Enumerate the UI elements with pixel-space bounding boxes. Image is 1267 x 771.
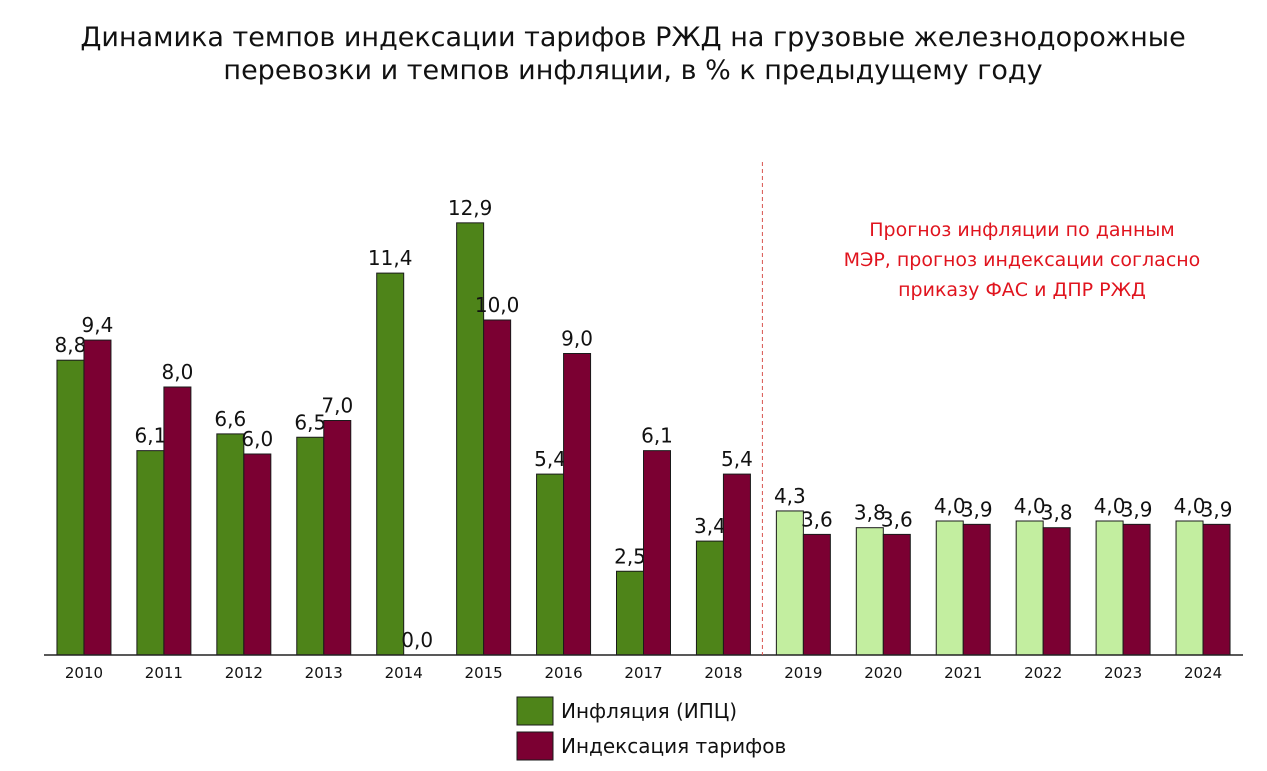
bar-tariff-2020 bbox=[882, 533, 911, 656]
bar-tariff-2011 bbox=[163, 386, 192, 656]
data-label-tariff-2015: 10,0 bbox=[475, 293, 520, 317]
bar-inflation-2010 bbox=[56, 359, 85, 656]
bar-tariff-2022 bbox=[1042, 527, 1071, 656]
chart-title-line: перевозки и темпов инфляции, в % к преды… bbox=[223, 55, 1042, 86]
bar-inflation-2022 bbox=[1015, 520, 1044, 656]
data-label-inflation-2010: 8,8 bbox=[55, 333, 87, 357]
bar-tariff-2012 bbox=[243, 453, 272, 656]
data-label-tariff-2012: 6,0 bbox=[241, 427, 273, 451]
bar-tariff-2024 bbox=[1202, 523, 1231, 656]
data-label-tariff-2020: 3,6 bbox=[881, 507, 913, 531]
bar-tariff-2010 bbox=[83, 339, 112, 656]
data-label-inflation-2016: 5,4 bbox=[534, 447, 566, 471]
data-label-inflation-2015: 12,9 bbox=[448, 196, 493, 220]
chart-title-line: Динамика темпов индексации тарифов РЖД н… bbox=[80, 22, 1185, 53]
data-label-tariff-2016: 9,0 bbox=[561, 327, 593, 351]
data-label-tariff-2019: 3,6 bbox=[801, 507, 833, 531]
bar-inflation-2011 bbox=[136, 450, 165, 656]
data-label-inflation-2019: 4,3 bbox=[774, 484, 806, 508]
bar-tariff-2017 bbox=[643, 450, 671, 656]
bar-tariff-2013 bbox=[323, 420, 352, 656]
bar-inflation-2021 bbox=[935, 520, 964, 656]
x-tick-label-2015: 2015 bbox=[465, 664, 503, 682]
bar-tariff-2016 bbox=[563, 353, 592, 656]
legend-swatch-inflation bbox=[516, 696, 554, 726]
data-label-inflation-2017: 2,5 bbox=[614, 544, 646, 568]
bar-inflation-2012 bbox=[216, 433, 245, 656]
data-label-inflation-2018: 3,4 bbox=[694, 514, 726, 538]
bar-tariff-2021 bbox=[962, 523, 991, 656]
data-label-tariff-2010: 9,4 bbox=[82, 313, 114, 337]
data-label-inflation-2020: 3,8 bbox=[854, 501, 886, 525]
data-label-inflation-2012: 6,6 bbox=[214, 407, 246, 431]
x-tick-label-2013: 2013 bbox=[305, 664, 343, 682]
data-label-inflation-2024: 4,0 bbox=[1174, 494, 1206, 518]
data-label-inflation-2021: 4,0 bbox=[934, 494, 966, 518]
bar-inflation-2014 bbox=[376, 272, 405, 656]
data-label-tariff-2021: 3,9 bbox=[961, 497, 993, 521]
x-tick-label-2016: 2016 bbox=[544, 664, 582, 682]
legend-label-tariff: Индексация тарифов bbox=[561, 734, 786, 758]
x-tick-label-2011: 2011 bbox=[145, 664, 183, 682]
x-tick-label-2023: 2023 bbox=[1104, 664, 1142, 682]
bar-inflation-2017 bbox=[616, 570, 644, 656]
data-label-tariff-2013: 7,0 bbox=[321, 394, 353, 418]
data-label-tariff-2022: 3,8 bbox=[1041, 501, 1073, 525]
bar-tariff-2015 bbox=[483, 319, 512, 656]
bar-tariff-2023 bbox=[1122, 523, 1151, 656]
x-tick-label-2022: 2022 bbox=[1024, 664, 1062, 682]
legend-label-inflation: Инфляция (ИПЦ) bbox=[561, 699, 737, 723]
bar-inflation-2015 bbox=[456, 222, 485, 656]
data-label-tariff-2018: 5,4 bbox=[721, 447, 753, 471]
data-label-tariff-2017: 6,1 bbox=[641, 424, 673, 448]
x-tick-label-2012: 2012 bbox=[225, 664, 263, 682]
bar-inflation-2020 bbox=[855, 527, 884, 656]
x-tick-label-2010: 2010 bbox=[65, 664, 103, 682]
data-label-tariff-2024: 3,9 bbox=[1201, 497, 1233, 521]
data-label-tariff-2023: 3,9 bbox=[1121, 497, 1153, 521]
data-label-inflation-2023: 4,0 bbox=[1094, 494, 1126, 518]
data-label-inflation-2014: 11,4 bbox=[368, 246, 413, 270]
bar-tariff-2019 bbox=[802, 533, 831, 656]
x-tick-label-2024: 2024 bbox=[1184, 664, 1222, 682]
x-tick-label-2018: 2018 bbox=[704, 664, 742, 682]
bar-inflation-2018 bbox=[695, 540, 724, 656]
bar-inflation-2019 bbox=[775, 510, 804, 656]
x-tick-label-2017: 2017 bbox=[624, 664, 662, 682]
forecast-annotation-line: приказу ФАС и ДПР РЖД bbox=[898, 279, 1146, 301]
bar-inflation-2013 bbox=[296, 436, 325, 656]
bar-inflation-2023 bbox=[1095, 520, 1124, 656]
bar-inflation-2024 bbox=[1175, 520, 1204, 656]
data-label-tariff-2014: 0,0 bbox=[401, 628, 433, 652]
forecast-annotation-line: Прогноз инфляции по данным bbox=[869, 219, 1174, 241]
x-tick-label-2014: 2014 bbox=[385, 664, 423, 682]
legend-swatch-tariff bbox=[516, 731, 554, 761]
data-label-inflation-2022: 4,0 bbox=[1014, 494, 1046, 518]
data-label-tariff-2011: 8,0 bbox=[161, 360, 193, 384]
x-tick-label-2021: 2021 bbox=[944, 664, 982, 682]
bar-inflation-2016 bbox=[536, 473, 565, 656]
data-label-inflation-2013: 6,5 bbox=[294, 410, 326, 434]
forecast-annotation-line: МЭР, прогноз индексации согласно bbox=[844, 249, 1201, 271]
data-label-inflation-2011: 6,1 bbox=[134, 424, 166, 448]
bar-tariff-2018 bbox=[722, 473, 751, 656]
x-tick-label-2020: 2020 bbox=[864, 664, 902, 682]
x-tick-label-2019: 2019 bbox=[784, 664, 822, 682]
